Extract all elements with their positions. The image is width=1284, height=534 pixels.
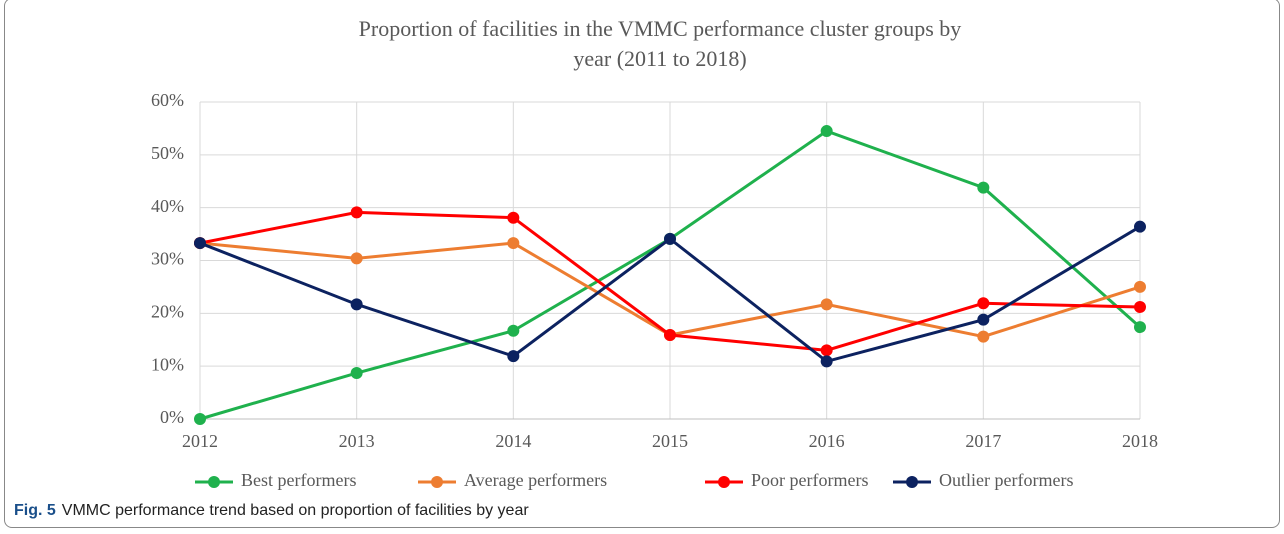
data-point [194, 237, 206, 250]
data-point [977, 330, 990, 343]
y-tick-label: 20% [151, 301, 184, 321]
data-point [820, 344, 833, 357]
data-point [977, 181, 990, 194]
x-tick-label: 2016 [809, 431, 845, 451]
data-point [977, 297, 990, 310]
data-point [820, 298, 833, 311]
data-point [664, 328, 676, 341]
data-point [350, 206, 363, 219]
x-tick-label: 2014 [495, 431, 531, 451]
legend-label: Outlier performers [939, 470, 1073, 490]
chart-title: Proportion of facilities in the VMMC per… [358, 16, 962, 71]
data-point [664, 232, 676, 245]
x-tick-label: 2013 [339, 431, 375, 451]
legend-marker [718, 476, 730, 488]
data-point [507, 324, 520, 337]
x-tick-label: 2012 [182, 431, 218, 451]
y-tick-label: 0% [160, 407, 184, 427]
legend-label: Best performers [241, 470, 356, 490]
x-tick-label: 2018 [1122, 431, 1158, 451]
caption: Fig. 5 VMMC performance trend based on pr… [14, 502, 529, 520]
legend-marker [208, 476, 220, 488]
data-point [350, 298, 363, 311]
y-tick-label: 60% [151, 90, 184, 110]
data-point [350, 367, 363, 380]
x-tick-label: 2017 [965, 431, 1001, 451]
y-tick-label: 10% [151, 354, 184, 374]
legend-label: Poor performers [751, 470, 868, 490]
data-point [820, 125, 833, 138]
y-tick-label: 50% [151, 143, 184, 163]
data-point [507, 211, 520, 224]
data-point [1134, 220, 1146, 233]
caption-text: VMMC performance trend based on proporti… [61, 502, 529, 519]
caption-label: Fig. 5 [14, 502, 56, 519]
legend-label: Average performers [464, 470, 607, 490]
data-point [820, 355, 833, 368]
data-point [977, 313, 990, 326]
data-point [1134, 300, 1146, 313]
y-tick-label: 30% [151, 249, 184, 269]
legend-marker [431, 476, 443, 488]
x-tick-label: 2015 [652, 431, 688, 451]
y-tick-label: 40% [151, 196, 184, 216]
legend-marker [906, 476, 918, 488]
data-point [507, 350, 520, 363]
data-point [194, 413, 206, 425]
data-point [1134, 321, 1146, 334]
data-point [1134, 280, 1146, 293]
figure-frame [4, 0, 1280, 528]
data-point [507, 237, 520, 250]
data-point [350, 252, 363, 265]
